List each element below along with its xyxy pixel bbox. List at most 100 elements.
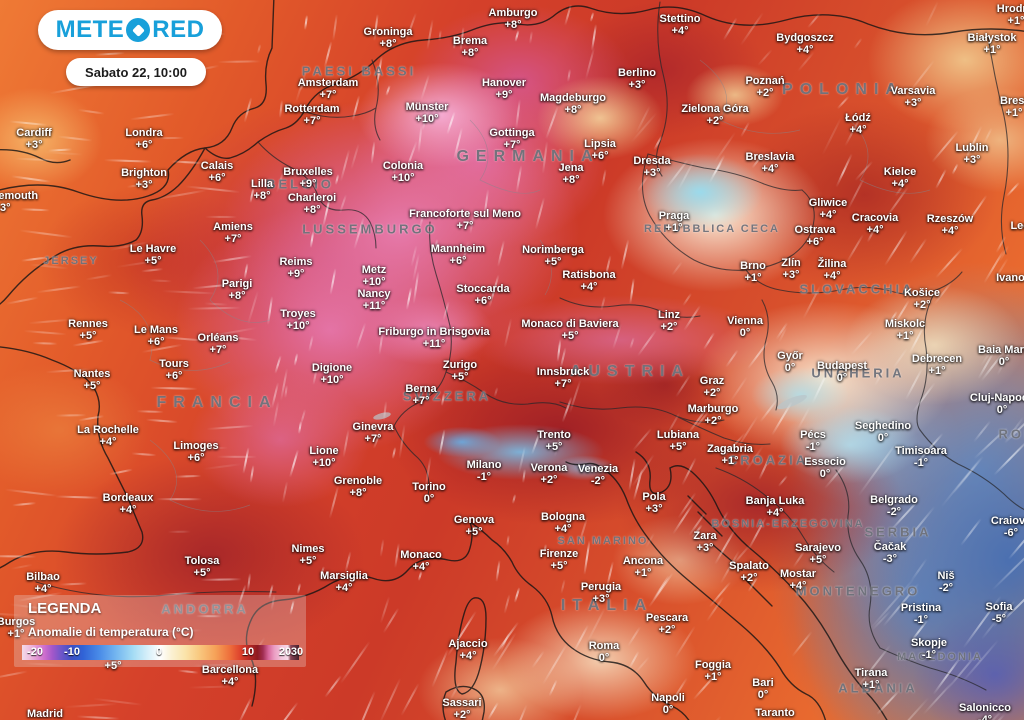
meteored-logo[interactable]: METE RED <box>38 10 222 50</box>
city-label: Košice +2° <box>904 287 940 311</box>
city-anomaly-value: +9° <box>495 89 513 101</box>
city-label: Sassari +2° <box>442 697 481 720</box>
city-anomaly-value: +8° <box>562 174 580 186</box>
city-label: Budapest 0° <box>817 360 867 384</box>
city-name: Bournemouth <box>0 190 39 202</box>
city-label: Berlino +3° <box>618 67 656 91</box>
legend-tick: -10 <box>64 646 80 658</box>
city-name: Timisoara <box>895 445 947 457</box>
city-label: Innsbruck +7° <box>537 366 590 390</box>
city-anomaly-value: +2° <box>453 709 471 720</box>
city-label: Foggia +1° <box>695 659 731 683</box>
city-name: Čačak <box>873 541 907 553</box>
city-name: Białystok <box>967 32 1017 44</box>
city-anomaly-value: +10° <box>320 374 344 386</box>
city-name: Craiova <box>990 515 1024 527</box>
city-anomaly-value: +3° <box>904 97 922 109</box>
country-label: SVIZZERA <box>402 388 492 404</box>
city-anomaly-value: 0° <box>996 404 1008 416</box>
city-anomaly-value: -3° <box>882 553 898 565</box>
city-name: La Rochelle <box>77 424 139 436</box>
city-name: Trento <box>537 429 571 441</box>
city-label: Tours +6° <box>159 358 189 382</box>
country-label: MONTENEGRO <box>795 583 921 599</box>
city-label: Mannheim +6° <box>431 243 485 267</box>
country-label: AUSTRIA <box>569 363 691 380</box>
city-label: Lione +10° <box>309 445 338 469</box>
city-label: Le Mans +6° <box>134 324 178 348</box>
legend-tick: 20 <box>278 646 292 658</box>
city-label: Breslavia +4° <box>746 151 795 175</box>
city-anomaly-value: +2° <box>740 572 758 584</box>
city-label: Berna +7° <box>405 383 436 407</box>
city-label: Digione +10° <box>312 362 352 386</box>
city-anomaly-value: -1° <box>805 441 821 453</box>
city-anomaly-value: +7° <box>364 433 382 445</box>
city-name: Žilina <box>817 258 847 270</box>
city-name: Mostar <box>779 568 817 580</box>
city-anomaly-value: +5° <box>669 441 687 453</box>
city-label: Firenze +5° <box>540 548 579 572</box>
city-label: Stettino +4° <box>660 13 701 37</box>
city-name: Jena <box>558 162 584 174</box>
city-anomaly-value: +10° <box>286 320 310 332</box>
city-anomaly-value: +3° <box>696 542 714 554</box>
city-name: Rzeszów <box>926 213 974 225</box>
city-label: Belgrado -2° <box>870 494 918 518</box>
city-label: Groninga +8° <box>364 26 413 50</box>
city-label: Le Havre +5° <box>130 243 176 267</box>
city-label: Bruxelles +9° <box>283 166 333 190</box>
city-label: Craiova-6° <box>991 515 1024 539</box>
city-name: Łódź <box>845 112 871 124</box>
city-anomaly-value: +5° <box>809 554 827 566</box>
city-label: Orléans +7° <box>198 332 239 356</box>
city-name: Francoforte sul Meno <box>409 208 521 220</box>
city-anomaly-value: -1° <box>921 649 937 661</box>
city-name: Nimes <box>291 543 325 555</box>
legend-tick: 30 <box>290 646 304 658</box>
city-anomaly-value: +10° <box>362 276 386 288</box>
city-anomaly-value: +1° <box>983 44 1001 56</box>
city-anomaly-value: +1° <box>704 671 722 683</box>
city-name: Hrodna <box>996 3 1024 15</box>
city-name: Genova <box>453 514 495 526</box>
city-name: Salonicco <box>959 702 1011 714</box>
city-anomaly-value: +3° <box>643 167 661 179</box>
city-anomaly-value: +5° <box>550 560 568 572</box>
city-name: Bydgoszcz <box>776 32 834 44</box>
city-anomaly-value: 0° <box>739 327 751 339</box>
city-name: Norimberga <box>522 244 584 256</box>
city-label: Ajaccio +4° <box>448 638 487 662</box>
logo-text-left: METE <box>55 16 125 43</box>
city-anomaly-value: +1° <box>862 679 880 691</box>
country-label: CROAZIA <box>727 452 809 468</box>
city-label: Madrid <box>27 708 63 720</box>
city-label: Zurigo +5° <box>443 359 477 383</box>
city-anomaly-value: +7° <box>209 344 227 356</box>
city-anomaly-value: 0° <box>662 704 674 716</box>
city-label: Burgos +1° <box>0 616 35 640</box>
country-label: JERSEY <box>43 255 99 267</box>
legend-panel: LEGENDA Anomalie di temperatura (°C) -20… <box>14 595 306 667</box>
city-label: Amburgo +8° <box>489 7 538 31</box>
city-name: Cracovia <box>851 212 899 224</box>
city-name: Dresda <box>633 155 671 167</box>
city-name: Groninga <box>363 26 413 38</box>
city-anomaly-value: +6° <box>187 452 205 464</box>
city-label: Vienna 0° <box>727 315 763 339</box>
city-label: Cracovia +4° <box>852 212 898 236</box>
city-label: Jena +8° <box>558 162 583 186</box>
city-anomaly-value: +5° <box>299 555 317 567</box>
city-anomaly-value: +5° <box>83 380 101 392</box>
city-name: Innsbruck <box>536 366 590 378</box>
city-label: Napoli 0° <box>651 692 685 716</box>
city-name: Banja Luka <box>745 495 805 507</box>
city-anomaly-value: +7° <box>554 378 572 390</box>
city-anomaly-value: +4° <box>554 523 572 535</box>
city-anomaly-value: 0° <box>836 372 848 384</box>
city-name: Perugia <box>580 581 622 593</box>
city-name: Verona <box>530 462 568 474</box>
city-anomaly-value: +1° <box>928 365 946 377</box>
city-label: Graz +2° <box>700 375 724 399</box>
